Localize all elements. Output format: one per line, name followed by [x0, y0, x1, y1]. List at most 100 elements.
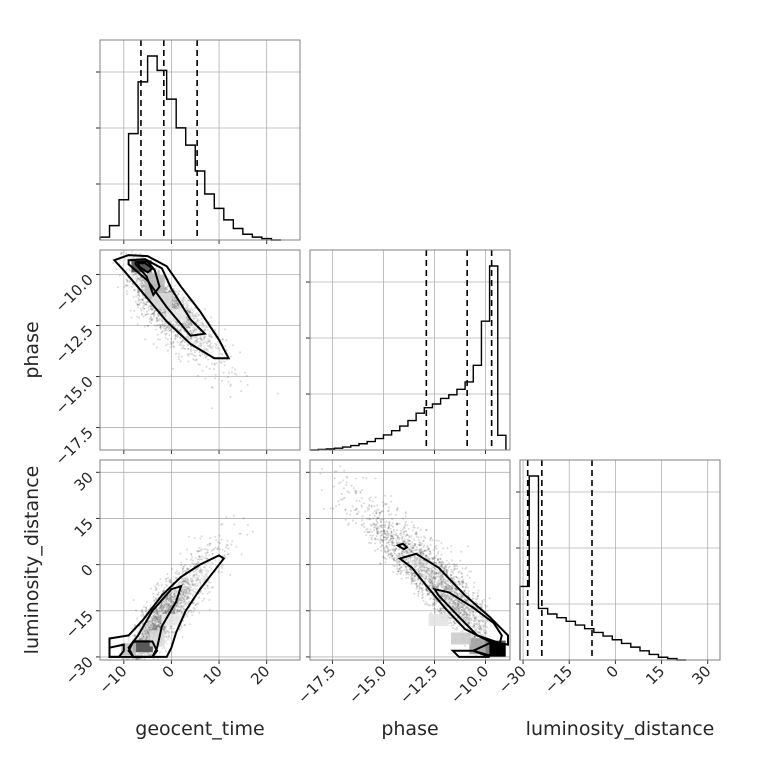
panel-geocent-time-vs-phase-sample-point: [208, 330, 211, 333]
panel-geocent-time-vs-phase-sample-point: [202, 323, 204, 325]
panel-geocent-time-vs-luminosity-distance-sample-point: [183, 565, 185, 568]
panel-geocent-time-vs-luminosity-distance-sample-point: [194, 604, 197, 606]
panel-geocent-time-vs-phase-sample-point: [172, 323, 175, 326]
panel-geocent-time-vs-phase-sample-point: [185, 297, 188, 300]
panel-geocent-time-vs-phase-sample-point: [183, 322, 186, 325]
panel-geocent-time-vs-phase-sample-point: [175, 321, 178, 323]
panel-geocent-time-vs-phase-sample-point: [161, 323, 164, 326]
panel-geocent-time-vs-phase-sample-point: [177, 325, 179, 328]
panel-geocent-time-vs-phase-sample-point: [171, 367, 174, 370]
panel-geocent-time-vs-phase-sample-point: [184, 322, 187, 325]
panel-geocent-time-vs-luminosity-distance-sample-point: [175, 576, 178, 579]
panel-geocent-time-vs-phase-sample-point: [137, 300, 140, 303]
hist-phase-frame: [309, 249, 511, 451]
panel-geocent-time-vs-phase-sample-point: [141, 298, 144, 301]
panel-geocent-time-vs-phase-sample-point: [222, 371, 225, 374]
panel-geocent-time-vs-phase-sample-point: [234, 368, 236, 371]
panel-geocent-time-vs-luminosity-distance-sample-point: [134, 661, 136, 663]
panel-geocent-time-vs-phase-sample-point: [203, 337, 206, 340]
panel-geocent-time-vs-luminosity-distance-sample-point: [197, 561, 200, 564]
panel-geocent-time-vs-luminosity-distance-sample-point: [181, 636, 184, 639]
panel-geocent-time-vs-phase-sample-point: [178, 329, 181, 332]
panel-geocent-time-vs-phase-sample-point: [156, 271, 159, 274]
panel-geocent-time-vs-phase-sample-point: [141, 281, 144, 284]
panel-geocent-time-vs-luminosity-distance-sample-point: [147, 664, 149, 666]
panel-geocent-time-vs-luminosity-distance-sample-point: [159, 578, 162, 581]
panel-geocent-time-vs-phase-sample-point: [135, 295, 138, 298]
panel-geocent-time-vs-phase-sample-point: [239, 380, 242, 383]
panel-geocent-time-vs-phase-sample-point: [140, 281, 143, 284]
panel-geocent-time-vs-phase-sample-point: [136, 303, 139, 306]
panel-geocent-time-vs-phase-sample-point: [129, 309, 132, 312]
panel-geocent-time-vs-phase-sample-point: [137, 303, 140, 306]
panel-geocent-time-vs-phase-sample-point: [172, 306, 175, 309]
panel-geocent-time-vs-phase-sample-point: [168, 329, 171, 332]
panel-geocent-time-vs-phase-sample-point: [137, 297, 140, 300]
panel-geocent-time-vs-phase-sample-point: [199, 363, 201, 366]
panel-geocent-time-vs-luminosity-distance-sample-point: [232, 514, 235, 517]
panel-geocent-time-vs-phase-sample-point: [139, 307, 142, 310]
panel-geocent-time-vs-luminosity-distance-sample-point: [136, 667, 138, 669]
panel-geocent-time-vs-phase-sample-point: [135, 275, 138, 277]
panel-geocent-time-vs-phase-sample-point: [138, 279, 141, 282]
panel-geocent-time-vs-phase-sample-point: [150, 307, 153, 310]
panel-geocent-time-vs-phase-sample-point: [228, 372, 230, 374]
panel-geocent-time-vs-phase-sample-point: [150, 272, 153, 274]
panel-geocent-time-vs-luminosity-distance-sample-point: [219, 548, 221, 551]
panel-geocent-time-vs-phase-sample-point: [175, 306, 178, 308]
panel-geocent-time-vs-luminosity-distance-sample-point: [201, 599, 204, 602]
panel-geocent-time-vs-luminosity-distance-sample-point: [149, 587, 152, 590]
panel-geocent-time-vs-phase-sample-point: [138, 298, 141, 301]
panel-geocent-time-vs-phase-sample-point: [168, 327, 171, 330]
panel-geocent-time-vs-luminosity-distance-sample-point: [155, 583, 158, 586]
panel-geocent-time-vs-phase-sample-point: [186, 326, 189, 329]
panel-geocent-time-vs-phase-sample-point: [187, 321, 190, 324]
panel-geocent-time-vs-luminosity-distance-sample-point: [163, 589, 166, 591]
panel-geocent-time-vs-phase-sample-point: [206, 344, 209, 347]
panel-geocent-time-vs-phase-sample-point: [200, 335, 202, 338]
panel-geocent-time-vs-phase-sample-point: [159, 325, 162, 327]
panel-geocent-time-vs-luminosity-distance-sample-point: [181, 572, 184, 575]
panel-geocent-time-vs-phase-sample-point: [131, 250, 134, 253]
panel-geocent-time-vs-luminosity-distance-sample-point: [221, 548, 224, 551]
panel-geocent-time-vs-phase-sample-point: [210, 316, 213, 319]
panel-geocent-time-vs-luminosity-distance-sample-point: [157, 593, 160, 596]
panel-geocent-time-vs-phase-sample-point: [188, 311, 191, 313]
panel-geocent-time-vs-luminosity-distance-sample-point: [242, 517, 245, 520]
panel-geocent-time-vs-phase-sample-point: [144, 314, 147, 316]
panel-geocent-time-vs-phase-sample-point: [210, 335, 213, 338]
panel-geocent-time-vs-phase-sample-point: [161, 312, 164, 315]
panel-geocent-time-vs-phase-sample-point: [139, 282, 142, 285]
panel-geocent-time-vs-phase-sample-point: [187, 354, 190, 357]
panel-geocent-time-vs-luminosity-distance-sample-point: [199, 558, 202, 561]
panel-geocent-time-vs-phase-sample-point: [169, 343, 172, 345]
panel-geocent-time-vs-phase-sample-point: [190, 324, 193, 327]
panel-geocent-time-vs-phase-sample-point: [190, 345, 193, 348]
panel-geocent-time-vs-luminosity-distance-sample-point: [152, 663, 154, 665]
panel-geocent-time-vs-phase-sample-point: [204, 326, 207, 328]
panel-geocent-time-vs-phase-sample-point: [206, 337, 209, 340]
panel-geocent-time-vs-luminosity-distance-sample-point: [191, 556, 194, 559]
panel-geocent-time-vs-phase-sample-point: [229, 355, 232, 358]
panel-geocent-time-vs-phase-sample-point: [196, 319, 199, 322]
panel-geocent-time-vs-phase-sample-point: [200, 346, 203, 349]
panel-geocent-time-vs-phase-sample-point: [190, 322, 192, 324]
panel-geocent-time-vs-phase-sample-point: [215, 344, 218, 347]
panel-geocent-time-vs-luminosity-distance-sample-point: [230, 543, 233, 546]
panel-geocent-time-vs-phase-sample-point: [175, 301, 178, 304]
panel-geocent-time-vs-luminosity-distance-sample-point: [144, 663, 146, 665]
panel-geocent-time-vs-phase-sample-point: [224, 345, 227, 348]
panel-geocent-time-vs-phase-sample-point: [171, 330, 174, 333]
panel-geocent-time-vs-luminosity-distance-sample-point: [212, 548, 214, 551]
panel-geocent-time-vs-luminosity-distance-sample-point: [165, 580, 168, 583]
panel-geocent-time-vs-phase-sample-point: [138, 316, 141, 319]
panel-geocent-time-vs-luminosity-distance-sample-point: [233, 523, 236, 526]
panel-geocent-time-vs-phase-sample-point: [133, 273, 136, 276]
panel-geocent-time-vs-phase-sample-point: [185, 321, 188, 324]
panel-geocent-time-vs-luminosity-distance-sample-point: [167, 576, 170, 579]
panel-geocent-time-vs-phase-sample-point: [214, 337, 217, 340]
panel-geocent-time-vs-phase-sample-point: [164, 314, 167, 317]
panel-geocent-time-vs-phase-sample-point: [276, 392, 279, 395]
panel-geocent-time-vs-phase-sample-point: [174, 300, 177, 303]
panel-geocent-time-vs-phase-sample-point: [125, 290, 128, 293]
